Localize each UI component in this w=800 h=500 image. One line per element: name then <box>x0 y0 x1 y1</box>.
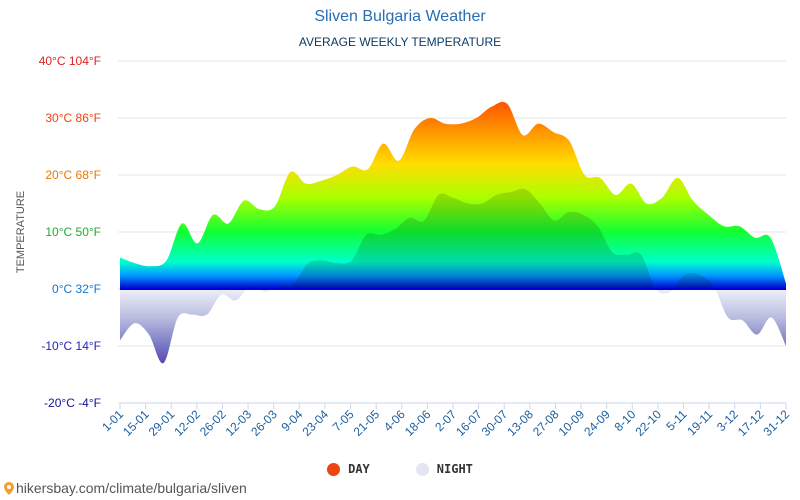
x-tick-label: 21-05 <box>351 407 383 439</box>
x-tick-label: 16-07 <box>453 407 485 439</box>
x-tick-label: 18-06 <box>402 407 434 439</box>
x-tick-label: 24-09 <box>581 407 613 439</box>
series-night-area-positive <box>120 188 786 289</box>
chart-subtitle: AVERAGE WEEKLY TEMPERATURE <box>298 35 502 49</box>
legend-item-day[interactable]: DAY <box>327 462 370 476</box>
x-tick-label: 12-02 <box>171 407 203 439</box>
y-tick-label: 0°C 32°F <box>52 282 101 296</box>
x-tick-label: 13-08 <box>504 407 536 439</box>
grid-layer: 40°C 104°F 30°C 86°F 20°C 68°F 10°C 50°F 0°C… <box>39 54 786 410</box>
area-layer <box>120 101 786 364</box>
map-pin-icon <box>4 482 14 495</box>
x-tick-label: 10-09 <box>556 407 588 439</box>
y-tick-label: -10°C 14°F <box>41 339 101 353</box>
x-tick-label: 31-12 <box>761 407 793 439</box>
x-tick-label: 26-02 <box>197 407 229 439</box>
legend-dot-day-icon <box>327 462 341 476</box>
x-tick-label: 27-08 <box>530 407 562 439</box>
y-tick-label: 30°C 86°F <box>45 111 101 125</box>
series-day-area <box>120 101 786 289</box>
source-link[interactable]: hikersbay.com/climate/bulgaria/sliven <box>4 480 247 496</box>
y-tick-label: 40°C 104°F <box>39 54 101 68</box>
x-tick-label: 15-01 <box>120 407 152 439</box>
axis-layer: 1-0115-0129-0112-0226-0212-0326-039-0423… <box>99 402 793 439</box>
x-tick-label: 22-10 <box>632 407 664 439</box>
legend-item-night[interactable]: NIGHT <box>415 462 473 476</box>
y-axis-title: TEMPERATURE <box>15 191 27 273</box>
y-tick-label: 20°C 68°F <box>45 168 101 182</box>
legend-dot-night-icon <box>415 462 429 476</box>
legend: DAY NIGHT <box>0 462 800 476</box>
legend-label-day: DAY <box>348 462 370 476</box>
chart-title: Sliven Bulgaria Weather <box>314 8 486 25</box>
legend-label-night: NIGHT <box>436 462 473 476</box>
y-tick-label: -20°C -4°F <box>44 396 101 410</box>
source-text: hikersbay.com/climate/bulgaria/sliven <box>16 480 247 496</box>
x-tick-label: 29-01 <box>146 407 178 439</box>
x-tick-label: 30-07 <box>479 407 511 439</box>
x-tick-label: 26-03 <box>248 407 280 439</box>
y-tick-label: 10°C 50°F <box>45 225 101 239</box>
series-night-area-negative <box>120 289 786 364</box>
x-tick-label: 12-03 <box>223 407 255 439</box>
x-tick-label: 23-04 <box>299 407 331 439</box>
x-tick-label: 19-11 <box>684 407 715 438</box>
x-tick-label: 17-12 <box>735 407 767 439</box>
